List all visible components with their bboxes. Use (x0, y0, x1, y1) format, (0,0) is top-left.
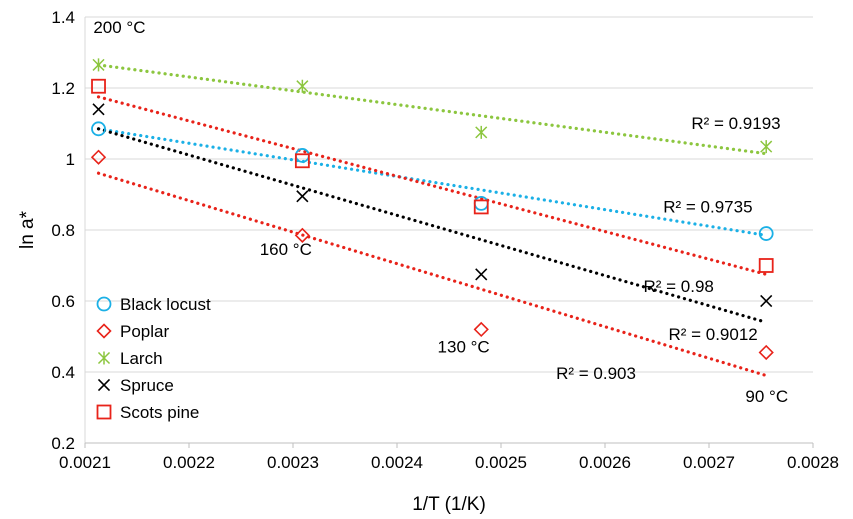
legend-marker-scots-pine (96, 404, 112, 420)
y-tick-label: 0.2 (51, 434, 75, 453)
legend-marker-poplar (96, 323, 112, 339)
legend-label-black-locust: Black locust (120, 295, 211, 314)
trendline-larch (96, 63, 768, 156)
x-axis-title: 1/T (1/K) (412, 494, 486, 515)
axes: 0.2 0.4 0.6 0.8 1 1.2 1.4 0.0021 0.0022 0.0023 0.0… (51, 8, 839, 472)
data-point-black-locust (758, 226, 774, 241)
x-tick-label: 0.0022 (163, 453, 215, 472)
annotation-label: 200 °C (93, 18, 145, 37)
data-point-scots-pine (473, 199, 489, 215)
legend-label-spruce: Spruce (120, 376, 174, 395)
annotation-label: R² = 0.98 (643, 277, 713, 296)
y-tick-label: 0.6 (51, 292, 75, 311)
grid-lines (85, 16, 813, 444)
y-axis-title: ln a* (17, 210, 38, 249)
data-point-scots-pine (294, 153, 310, 169)
data-point-larch (760, 140, 773, 154)
data-point-black-locust (294, 148, 310, 163)
data-point-spruce (92, 103, 105, 116)
annotation-label: R² = 0.903 (556, 364, 636, 383)
y-tick-label: 1.4 (51, 8, 75, 27)
x-tick-label: 0.0024 (371, 453, 423, 472)
data-point-spruce (296, 190, 309, 203)
data-point-poplar (90, 149, 107, 165)
data-point-poplar (473, 321, 489, 338)
data-point-scots-pine (758, 258, 774, 273)
annotation-label: R² = 0.9193 (691, 114, 780, 133)
data-point-poplar (294, 227, 310, 243)
legend-marker-larch (97, 351, 111, 365)
trendline-scots-pine (96, 95, 768, 276)
data-point-black-locust (91, 121, 106, 137)
legend-label-larch: Larch (120, 349, 163, 368)
legend-marker-spruce (97, 378, 111, 392)
y-tick-label: 1 (66, 150, 75, 169)
data-points (90, 58, 774, 361)
annotations: 200 °C 160 °C 130 °C 90 °C R² = 0.9193 R² = 0… (93, 18, 788, 406)
annotation-label: R² = 0.9735 (663, 197, 752, 216)
y-tick-label: 1.2 (51, 79, 75, 98)
y-tick-label: 0.8 (51, 221, 75, 240)
data-point-spruce (475, 268, 488, 281)
data-point-scots-pine (91, 78, 106, 94)
annotation-label: 160 °C (260, 240, 312, 259)
x-tick-label: 0.0026 (579, 453, 631, 472)
data-point-larch (296, 79, 309, 93)
x-tick-label: 0.0023 (267, 453, 319, 472)
x-tick-label: 0.0025 (475, 453, 527, 472)
trendlines (96, 63, 768, 378)
legend: Black locust Poplar Larch Spruce Scots pine (96, 295, 211, 422)
legend-marker-black-locust (96, 296, 112, 312)
data-point-poplar (758, 344, 774, 361)
annotation-label: R² = 0.9012 (668, 325, 757, 344)
legend-label-poplar: Poplar (120, 322, 169, 341)
x-tick-label: 0.0021 (59, 453, 111, 472)
x-tick-label: 0.0028 (787, 453, 839, 472)
x-tick-label: 0.0027 (683, 453, 735, 472)
trendline-black-locust (96, 127, 768, 237)
trendline-spruce (96, 127, 768, 324)
data-point-larch (475, 125, 488, 139)
annotation-label: 130 °C (438, 337, 490, 356)
legend-label-scots-pine: Scots pine (120, 403, 199, 422)
data-point-larch (92, 58, 105, 72)
y-tick-label: 0.4 (51, 363, 75, 382)
trendline-poplar (96, 171, 768, 378)
data-point-spruce (760, 294, 773, 308)
annotation-label: 90 °C (745, 387, 788, 406)
